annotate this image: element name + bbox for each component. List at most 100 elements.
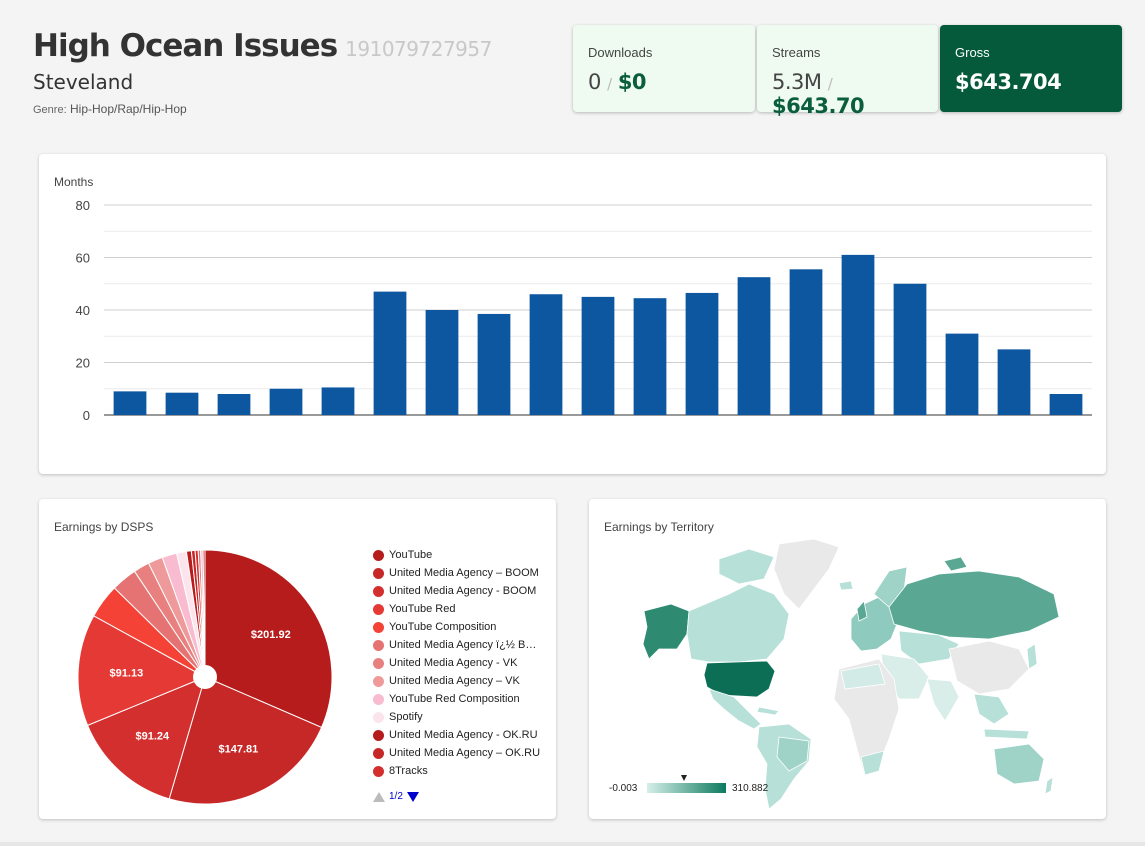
months-bar-chart: 0 20 40 60 80: [76, 198, 1092, 423]
gross-amount: $643.704: [955, 70, 1062, 94]
legend-label: YouTube: [389, 549, 433, 561]
legend-item[interactable]: YouTube Red Composition: [373, 690, 540, 708]
pie-slice: [77, 615, 207, 727]
downloads-separator: /: [607, 75, 612, 93]
map-japan[interactable]: [1026, 643, 1038, 670]
month-bar: [581, 296, 615, 415]
legend-label: YouTube Composition: [389, 621, 497, 633]
streams-value: 5.3M / $643.70: [772, 70, 923, 118]
legend-swatch: [373, 747, 384, 759]
legend-pager: 1/2: [373, 791, 419, 802]
map-russia[interactable]: [888, 570, 1060, 640]
month-bar: [113, 391, 147, 415]
map-central-asia[interactable]: [898, 630, 960, 665]
map-china[interactable]: [948, 640, 1030, 695]
month-bar: [685, 292, 719, 415]
downloads-count: 0: [588, 70, 601, 94]
map-canada-islands[interactable]: [718, 548, 775, 585]
legend-swatch: [373, 639, 384, 651]
legend-next-page-icon[interactable]: [406, 791, 419, 802]
map-new-zealand[interactable]: [1044, 776, 1054, 795]
month-bar: [633, 298, 667, 415]
month-bar: [373, 291, 407, 415]
legend-item[interactable]: Spotify: [373, 708, 540, 726]
legend-item[interactable]: United Media Agency - VK: [373, 654, 540, 672]
legend-item[interactable]: YouTube Red: [373, 600, 540, 618]
color-axis-min: -0.003: [609, 783, 638, 794]
map-canada[interactable]: [686, 583, 790, 663]
legend-swatch: [373, 621, 384, 633]
legend-swatch: [373, 675, 384, 687]
legend-item[interactable]: United Media Agency - OK.RU: [373, 726, 540, 744]
map-usa[interactable]: [703, 660, 776, 698]
month-bar: [737, 277, 771, 415]
month-bar: [529, 294, 563, 415]
color-axis-gradient: [647, 783, 726, 793]
map-russia-islands[interactable]: [943, 556, 968, 572]
territory-world-map: -0.003 310.882: [609, 538, 1060, 810]
streams-amount: $643.70: [772, 94, 865, 118]
legend-label: YouTube Red Composition: [389, 693, 520, 705]
map-mexico[interactable]: [708, 688, 762, 730]
dsps-chart-card: Earnings by DSPS $201.92 $147.81 $91.24 $91…: [39, 499, 556, 819]
map-india[interactable]: [926, 678, 960, 722]
pie-slice: [86, 676, 206, 800]
pie-slice: [202, 549, 206, 678]
downloads-value: 0 / $0: [588, 70, 740, 94]
legend-swatch: [373, 549, 384, 561]
map-brazil[interactable]: [776, 736, 810, 772]
map-alaska[interactable]: [642, 603, 690, 660]
genre-line: Genre: Hip-Hop/Rap/Hip-Hop: [33, 102, 492, 116]
pie-slice: [204, 549, 333, 729]
legend-item[interactable]: 8Tracks: [373, 762, 540, 780]
release-title: High Ocean Issues: [33, 28, 338, 64]
pie-slice-label: $91.13: [110, 668, 144, 680]
map-australia[interactable]: [993, 743, 1045, 785]
legend-item[interactable]: United Media Agency – BOOM: [373, 564, 540, 582]
pie-slice-label: $201.92: [251, 629, 291, 641]
release-header: High Ocean Issues 191079727957 Steveland…: [33, 28, 492, 116]
legend-page-indicator: 1/2: [389, 791, 403, 802]
map-iceland[interactable]: [838, 580, 854, 591]
legend-swatch: [373, 585, 384, 597]
y-tick-label: 40: [76, 303, 90, 318]
month-bar: [269, 388, 303, 415]
legend-swatch: [373, 729, 384, 741]
pie-slice-label: $147.81: [219, 743, 259, 755]
map-south-america[interactable]: [756, 723, 812, 810]
gross-card: Gross $643.704: [940, 25, 1122, 112]
map-south-africa[interactable]: [860, 750, 885, 776]
months-chart-card: Months 0 20 40 60 80: [39, 154, 1106, 474]
territory-chart-card: Earnings by Territory: [589, 499, 1106, 819]
streams-count: 5.3M: [772, 70, 822, 94]
legend-item[interactable]: United Media Agency – OK.RU: [373, 744, 540, 762]
legend-item[interactable]: United Media Agency – VK: [373, 672, 540, 690]
territory-chart-title: Earnings by Territory: [604, 520, 714, 534]
month-bar: [945, 333, 979, 415]
legend-swatch: [373, 693, 384, 705]
y-tick-label: 80: [76, 198, 90, 213]
legend-label: YouTube Red: [389, 603, 456, 615]
map-uk[interactable]: [856, 600, 868, 622]
gross-label: Gross: [955, 45, 990, 60]
genre-value: Hip-Hop/Rap/Hip-Hop: [69, 102, 187, 116]
legend-item[interactable]: YouTube Composition: [373, 618, 540, 636]
map-greenland[interactable]: [773, 538, 840, 610]
genre-label: Genre:: [33, 104, 67, 116]
legend-item[interactable]: United Media Agency - BOOM: [373, 582, 540, 600]
map-indonesia[interactable]: [983, 728, 1030, 740]
artist-name: Steveland: [33, 70, 134, 94]
legend-item[interactable]: United Media Agency ï¿½ B…: [373, 636, 540, 654]
color-axis-marker-icon: [681, 775, 687, 781]
legend-prev-page-icon[interactable]: [373, 791, 385, 802]
legend-label: United Media Agency – BOOM: [389, 567, 539, 579]
legend-swatch: [373, 603, 384, 615]
map-north-africa[interactable]: [840, 663, 886, 690]
month-bar: [789, 269, 823, 415]
legend-label: United Media Agency - VK: [389, 657, 518, 669]
map-scandinavia[interactable]: [873, 566, 908, 608]
legend-item[interactable]: YouTube: [373, 546, 540, 564]
downloads-label: Downloads: [588, 45, 653, 60]
map-se-asia[interactable]: [973, 693, 1010, 725]
map-caribbean[interactable]: [756, 706, 780, 716]
